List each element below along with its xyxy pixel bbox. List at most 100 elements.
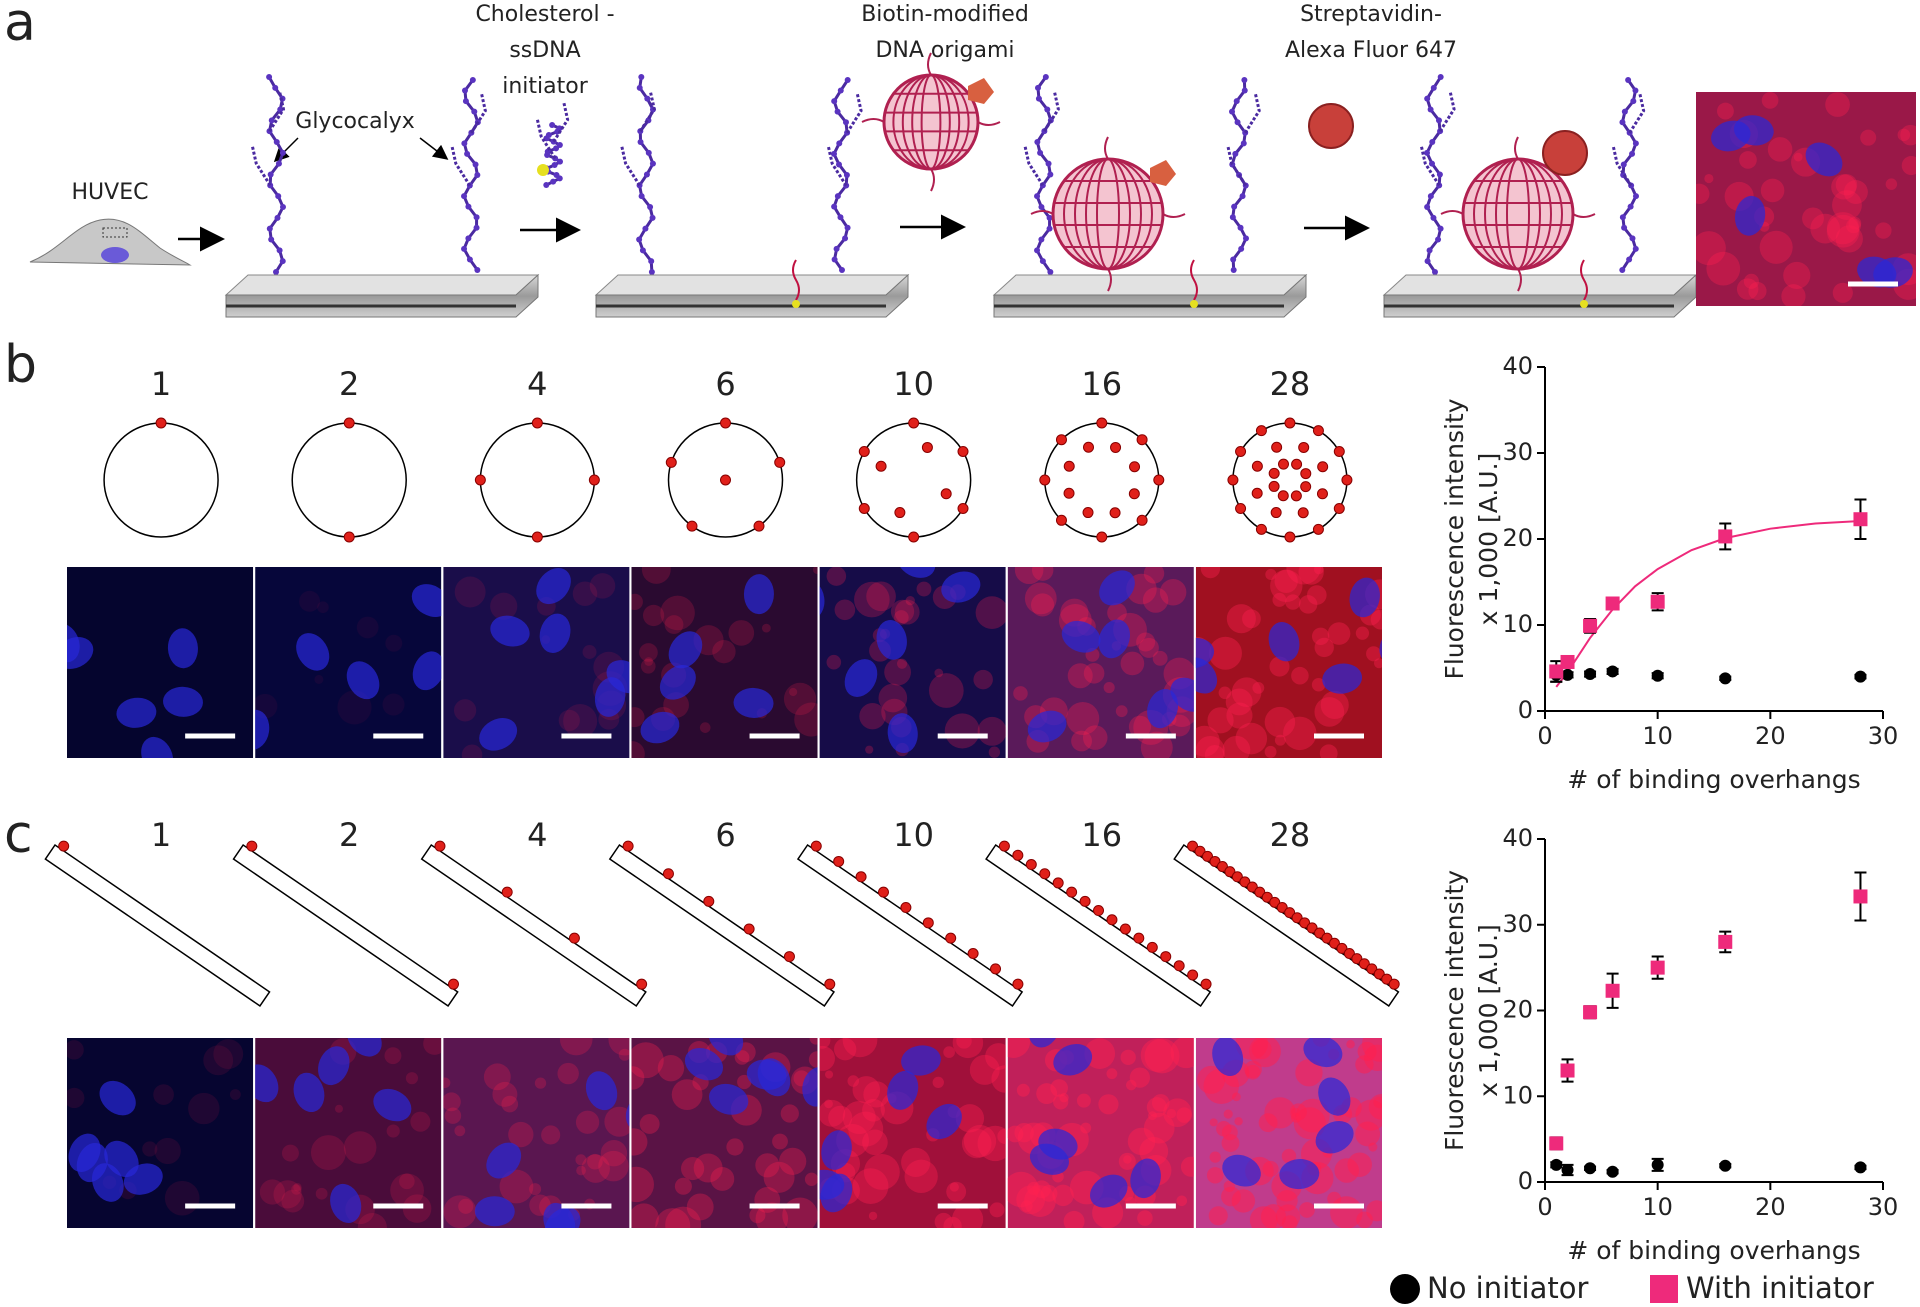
glycocalyx-bead bbox=[1629, 150, 1636, 157]
cell-nucleus bbox=[585, 1071, 618, 1111]
glycocalyx-bead bbox=[465, 203, 472, 210]
overhang-dot bbox=[922, 917, 934, 929]
glycocalyx-bead bbox=[1627, 203, 1634, 210]
overhang-dot bbox=[1012, 849, 1024, 861]
signal bbox=[1040, 1185, 1058, 1202]
signal bbox=[1143, 1112, 1175, 1144]
origami bbox=[882, 73, 980, 171]
glycocalyx-bead bbox=[474, 267, 481, 273]
glycocalyx-bead bbox=[1632, 193, 1639, 200]
cholesterol bbox=[792, 300, 800, 308]
cell-nucleus bbox=[1322, 663, 1363, 694]
x-tick-label: 20 bbox=[1755, 1193, 1786, 1221]
glycocalyx-bead bbox=[1237, 224, 1244, 231]
overhang-dot bbox=[1012, 978, 1024, 990]
signal bbox=[699, 722, 711, 733]
signal bbox=[213, 1039, 244, 1069]
glycocalyx-bead bbox=[1242, 235, 1249, 242]
overhang bbox=[1440, 210, 1464, 215]
signal bbox=[483, 1063, 511, 1091]
cell-nucleus bbox=[901, 1045, 941, 1076]
overhang-dot bbox=[1136, 434, 1148, 446]
glycocalyx-branch bbox=[1611, 145, 1633, 187]
overhang-dot bbox=[665, 456, 677, 468]
cell-nucleus bbox=[1222, 1154, 1261, 1187]
marker bbox=[1719, 1159, 1732, 1172]
signal bbox=[454, 576, 486, 608]
signal bbox=[878, 683, 908, 713]
signal bbox=[1207, 707, 1234, 734]
glycocalyx-bead bbox=[837, 214, 844, 221]
signal bbox=[1144, 1038, 1180, 1074]
overhang-dot bbox=[858, 503, 870, 514]
signal bbox=[988, 746, 1001, 758]
marker bbox=[1651, 669, 1664, 682]
overhang-dot bbox=[1306, 922, 1318, 934]
signal bbox=[1120, 1049, 1136, 1065]
overhang-count: 1 bbox=[151, 816, 171, 854]
cell-nucleus bbox=[1195, 657, 1218, 694]
glycocalyx-label: Glycocalyx bbox=[295, 109, 414, 134]
signal bbox=[631, 741, 645, 758]
signal bbox=[1024, 1185, 1056, 1217]
signal bbox=[1781, 284, 1806, 306]
glycocalyx-branch bbox=[1023, 145, 1045, 187]
signal bbox=[587, 1153, 603, 1170]
signal bbox=[458, 1198, 474, 1214]
signal bbox=[337, 690, 372, 725]
overhang-dot bbox=[753, 520, 765, 532]
overhang-dot bbox=[1093, 905, 1105, 917]
cell-nucleus bbox=[887, 1070, 919, 1110]
panel-label: a bbox=[4, 0, 36, 53]
rod-outline bbox=[796, 843, 1024, 1007]
overhang-dot bbox=[1312, 425, 1324, 437]
signal bbox=[969, 1054, 1000, 1085]
cell-nucleus bbox=[536, 568, 571, 605]
overhang-dot bbox=[1314, 927, 1326, 939]
overhang-dot bbox=[855, 871, 867, 883]
signal bbox=[1831, 174, 1857, 200]
marker bbox=[1719, 672, 1732, 685]
x-tick-label: 10 bbox=[1642, 1193, 1673, 1221]
signal bbox=[310, 1135, 346, 1171]
rod-outline bbox=[1173, 843, 1400, 1007]
glycocalyx-bead bbox=[279, 204, 286, 210]
signal bbox=[1843, 180, 1868, 205]
streptavidin bbox=[1308, 103, 1354, 149]
glycocalyx-bead bbox=[279, 258, 286, 265]
signal bbox=[1136, 632, 1156, 652]
glycocalyx-bead bbox=[543, 182, 550, 188]
y-tick-label: 30 bbox=[1502, 910, 1533, 938]
signal bbox=[1176, 1195, 1188, 1207]
overhang-dot bbox=[957, 503, 969, 514]
overhang-count: 1 bbox=[151, 365, 171, 403]
signal bbox=[943, 1216, 962, 1228]
glycocalyx-bead bbox=[645, 149, 652, 156]
signal bbox=[1080, 1122, 1092, 1134]
signal bbox=[826, 567, 847, 586]
cell-nucleus bbox=[330, 1183, 362, 1223]
signal bbox=[977, 716, 1006, 746]
signal bbox=[852, 1168, 889, 1204]
signal bbox=[1299, 1202, 1315, 1218]
legend-marker bbox=[1390, 1274, 1420, 1304]
overhang-dot bbox=[1153, 474, 1165, 486]
marker bbox=[1584, 668, 1597, 681]
glycocalyx-bead bbox=[273, 139, 280, 145]
glycocalyx-bead bbox=[275, 193, 282, 200]
overhang-count: 6 bbox=[715, 816, 735, 854]
signal bbox=[423, 1038, 442, 1055]
marker bbox=[1853, 889, 1868, 904]
overhang-dot bbox=[1201, 850, 1213, 862]
glycocalyx-bead bbox=[834, 108, 841, 115]
signal bbox=[1748, 281, 1767, 301]
signal bbox=[847, 1075, 860, 1087]
glycocalyx-branch bbox=[552, 101, 570, 143]
signal bbox=[1226, 702, 1253, 729]
signal bbox=[405, 1072, 419, 1085]
glycocalyx-bead bbox=[639, 247, 646, 254]
overhang-dot bbox=[1063, 460, 1075, 472]
y-tick-label: 10 bbox=[1502, 1081, 1533, 1109]
glycocalyx-bead bbox=[1437, 74, 1444, 80]
marker bbox=[1605, 983, 1620, 998]
